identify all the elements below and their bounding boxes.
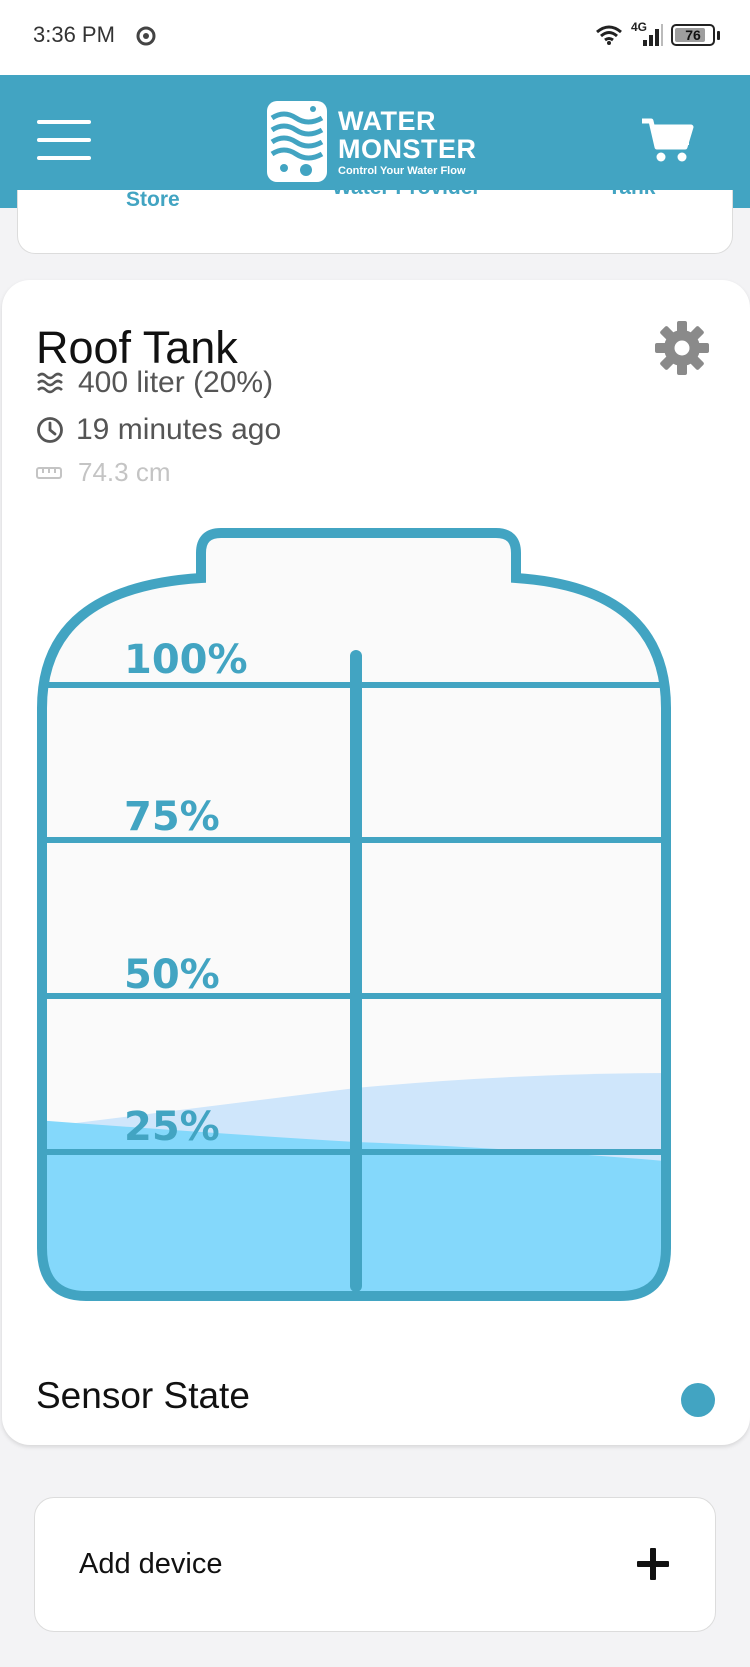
add-device-label: Add device: [79, 1548, 223, 1580]
level-label-100: 100%: [124, 637, 248, 683]
brand-name-line2: MONSTER: [338, 133, 477, 164]
updated-row: 19 minutes ago: [36, 413, 281, 447]
cellular-signal-icon: 4G: [631, 20, 663, 48]
battery-icon: 76: [671, 24, 715, 46]
tank-level-graphic: 100% 75% 50% 25%: [37, 528, 671, 1301]
distance-row: 74.3 cm: [36, 457, 171, 488]
clock-icon: [37, 417, 63, 443]
quick-link-water-provider[interactable]: Water Provider: [332, 190, 481, 200]
hamburger-menu-icon[interactable]: [37, 120, 91, 162]
add-device-button[interactable]: Add device: [34, 1497, 716, 1632]
water-monster-logo-icon: [267, 101, 327, 182]
level-label-75: 75%: [124, 794, 220, 840]
status-time: 3:36 PM: [33, 22, 115, 47]
network-type: 4G: [631, 20, 648, 34]
gear-icon[interactable]: [654, 320, 710, 376]
status-bar: 3:36 PM 4G 76: [0, 0, 750, 75]
brand-tagline: Control Your Water Flow: [338, 164, 466, 177]
quick-links-card: Store Water Provider Tank: [17, 190, 733, 254]
chrome-icon: [136, 26, 156, 46]
plus-icon: [637, 1548, 669, 1580]
tank-title: Roof Tank: [36, 322, 238, 373]
brand-name-line1: WATER: [338, 105, 436, 136]
level-label-25: 25%: [124, 1104, 220, 1150]
battery-level: 76: [685, 27, 701, 43]
quick-link-tank[interactable]: Tank: [608, 190, 655, 200]
sensor-distance: 74.3 cm: [78, 457, 171, 487]
level-label-50: 50%: [124, 952, 220, 998]
battery-fill: [675, 28, 706, 42]
sensor-status-indicator: [681, 1383, 715, 1417]
last-updated: 19 minutes ago: [76, 413, 282, 446]
quick-link-store[interactable]: Store: [126, 190, 180, 211]
tank-volume: 400 liter (20%): [78, 366, 274, 399]
wifi-icon: [596, 25, 622, 45]
battery-tip: [717, 30, 720, 40]
shopping-cart-icon[interactable]: [640, 115, 694, 165]
tank-card: Roof Tank 400 liter (20%): [2, 280, 750, 1445]
tank-outline: [37, 528, 671, 1301]
brand-logo: WATER MONSTER Control Your Water Flow: [266, 100, 477, 183]
water-waves-icon: [37, 372, 63, 394]
sensor-state-label: Sensor State: [36, 1375, 250, 1416]
ruler-icon: [36, 466, 62, 479]
app-header: WATER MONSTER Control Your Water Flow: [0, 75, 750, 208]
volume-row: 400 liter (20%): [36, 366, 273, 400]
